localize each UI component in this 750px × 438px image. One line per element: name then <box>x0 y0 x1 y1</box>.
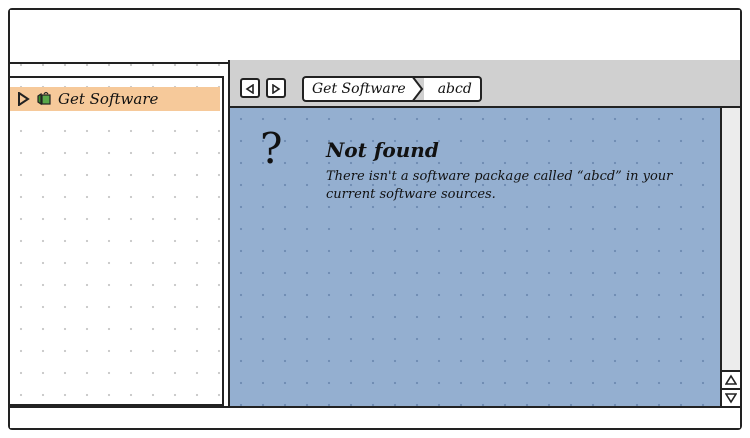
sidebar-item-get-software[interactable]: Get Software <box>10 87 220 111</box>
triangle-down-icon <box>724 389 738 408</box>
back-button[interactable] <box>240 78 260 98</box>
triangle-left-icon <box>245 79 255 98</box>
window: Get Software Get Software <box>8 8 742 430</box>
vertical-scrollbar[interactable] <box>720 108 740 406</box>
scroll-up-button[interactable] <box>722 370 740 388</box>
question-mark-icon: ? <box>260 124 283 173</box>
main-area: ? Not found There isn't a software packa… <box>230 108 720 406</box>
forward-button[interactable] <box>266 78 286 98</box>
message-title: Not found <box>326 138 439 162</box>
sidebar-item-label: Get Software <box>58 90 159 108</box>
triangle-up-icon <box>724 371 738 390</box>
triangle-right-icon <box>271 79 281 98</box>
content-pane: Get Software abcd ? Not found There isn'… <box>228 60 740 406</box>
navigation-bar: Get Software abcd <box>230 60 740 108</box>
scroll-down-button[interactable] <box>722 388 740 406</box>
message-body: There isn't a software package called “a… <box>326 169 673 202</box>
breadcrumb-separator <box>410 75 424 103</box>
breadcrumb: Get Software abcd <box>302 75 482 103</box>
sidebar: Get Software <box>10 76 224 406</box>
breadcrumb-item-get-software[interactable]: Get Software <box>302 76 414 102</box>
status-bar <box>10 406 740 428</box>
title-bar <box>10 10 740 36</box>
breadcrumb-item-current[interactable]: abcd <box>423 76 482 102</box>
software-center-icon <box>36 91 52 107</box>
triangle-right-icon[interactable] <box>16 91 30 107</box>
